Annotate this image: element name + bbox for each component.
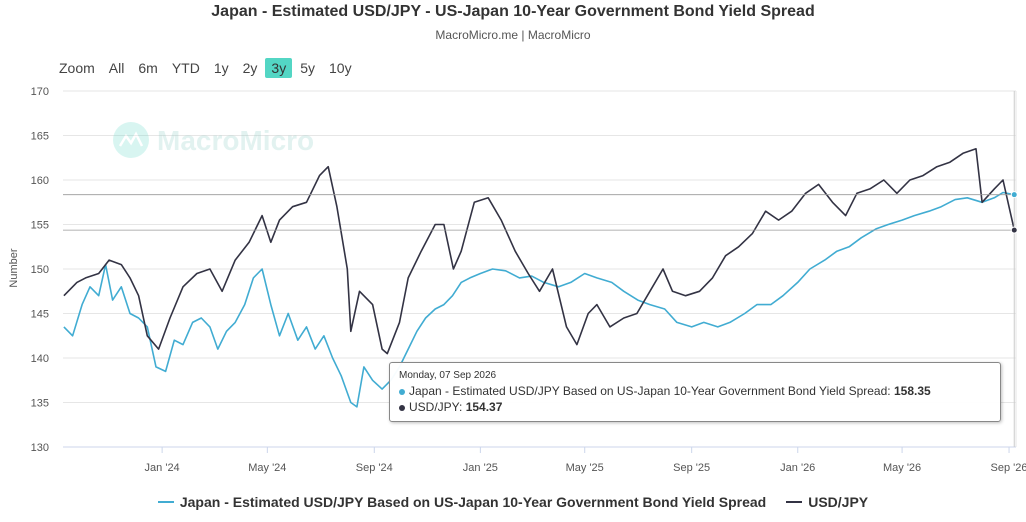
tooltip-label-usdjpy: USD/JPY: — [409, 400, 463, 414]
macromicro-logo-icon — [113, 122, 149, 158]
zoom-button-10y[interactable]: 10y — [329, 60, 352, 76]
hover-point-marker — [1010, 226, 1018, 234]
series-dot-icon — [399, 388, 405, 395]
zoom-button-1y[interactable]: 1y — [213, 60, 229, 76]
zoom-button-2y[interactable]: 2y — [242, 60, 258, 76]
y-tick-label: 160 — [31, 175, 49, 187]
legend: Japan - Estimated USD/JPY Based on US-Ja… — [0, 494, 1026, 510]
zoom-button-ytd[interactable]: YTD — [171, 60, 200, 76]
zoom-button-all[interactable]: All — [108, 60, 125, 76]
y-tick-label: 155 — [31, 220, 49, 232]
tooltip-value-usdjpy: 154.37 — [465, 400, 503, 414]
x-tick-label: May '25 — [566, 462, 604, 474]
series-dot-icon — [399, 404, 405, 411]
y-axis-label: Number — [8, 248, 20, 287]
tooltip-date: Monday, 07 Sep 2026 — [399, 370, 497, 381]
zoom-button-5y[interactable]: 5y — [300, 60, 315, 76]
y-tick-label: 135 — [31, 398, 49, 410]
tooltip: Monday, 07 Sep 2026 Japan - Estimated US… — [389, 362, 1001, 422]
x-tick-label: Sep '24 — [356, 462, 393, 474]
y-tick-label: 145 — [31, 309, 49, 321]
y-tick-label: 130 — [31, 442, 49, 454]
legend-label-usdjpy: USD/JPY — [808, 494, 869, 510]
hover-point-marker — [1010, 191, 1018, 199]
tooltip-value-spread: 158.35 — [893, 384, 931, 398]
legend-item-usdjpy[interactable]: USD/JPY — [786, 494, 868, 510]
x-tick-label: Jan '25 — [463, 462, 498, 474]
y-tick-label: 150 — [31, 264, 49, 276]
tooltip-label-spread: Japan - Estimated USD/JPY Based on US-Ja… — [409, 384, 891, 398]
tooltip-row-spread: Japan - Estimated USD/JPY Based on US-Ja… — [399, 384, 931, 398]
x-tick-label: May '26 — [883, 462, 921, 474]
legend-line-icon — [786, 501, 803, 503]
hover-markers — [63, 91, 1018, 447]
y-tick-label: 140 — [31, 353, 49, 365]
y-tick-label: 165 — [31, 131, 49, 143]
x-tick-label: Sep '26 — [991, 462, 1026, 474]
zoom-selector: Zoom All 6m YTD 1y 2y 3y 5y 10y — [59, 57, 360, 79]
legend-item-spread[interactable]: Japan - Estimated USD/JPY Based on US-Ja… — [157, 494, 767, 510]
zoom-button-6m[interactable]: 6m — [138, 60, 158, 76]
series-line-usdjpy — [63, 148, 1016, 355]
y-axis: 130 135 140 145 150 155 160 165 170 — [31, 86, 49, 454]
legend-label-spread: Japan - Estimated USD/JPY Based on US-Ja… — [179, 494, 767, 510]
tooltip-row-usdjpy: USD/JPY: 154.37 — [399, 400, 502, 414]
watermark: MacroMicro — [113, 122, 314, 158]
x-tick-label: Jan '24 — [145, 462, 180, 474]
zoom-label: Zoom — [59, 60, 95, 76]
zoom-button-3y[interactable]: 3y — [265, 58, 293, 78]
x-tick-label: Jan '26 — [780, 462, 815, 474]
y-tick-label: 170 — [31, 86, 49, 98]
series-lines — [63, 148, 1016, 408]
x-tick-label: Sep '25 — [673, 462, 710, 474]
x-axis: Jan '24 May '24 Sep '24 Jan '25 May '25 Sep '… — [145, 447, 1026, 474]
chart-subtitle: MacroMicro.me | MacroMicro — [435, 28, 591, 42]
series-line-spread — [63, 191, 1015, 408]
watermark-text: MacroMicro — [157, 125, 314, 156]
chart-title: Japan - Estimated USD/JPY - US-Japan 10-… — [211, 3, 815, 20]
x-tick-label: May '24 — [248, 462, 286, 474]
legend-line-icon — [157, 501, 174, 503]
